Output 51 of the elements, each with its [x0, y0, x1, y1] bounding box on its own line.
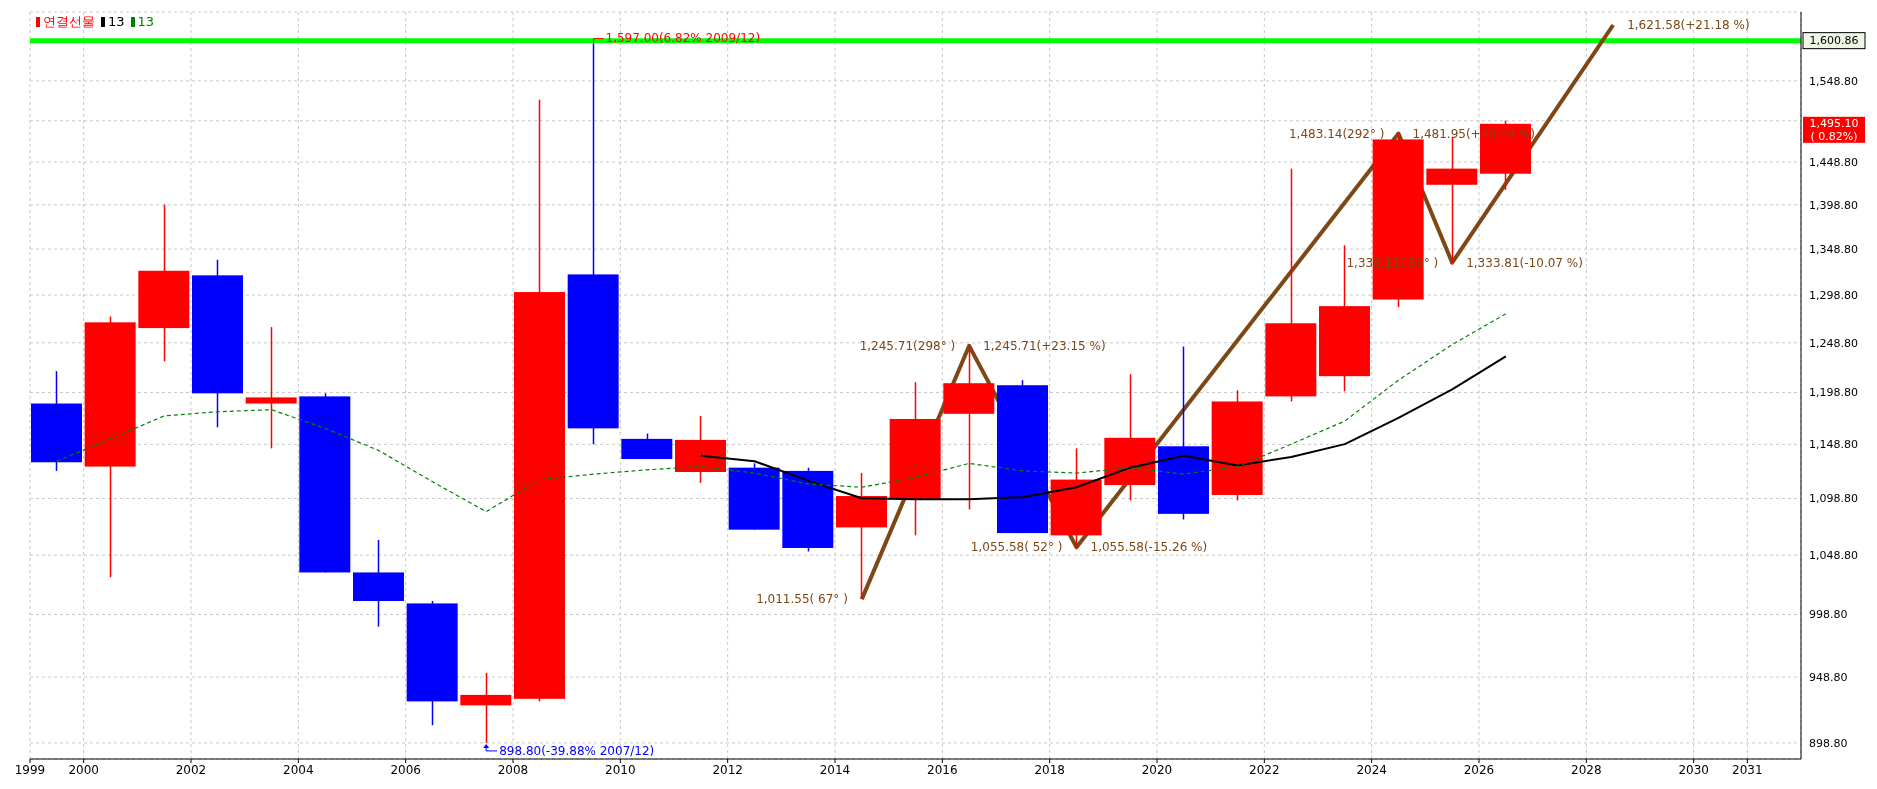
annotation: 1,621.58(+21.18 %) — [1627, 18, 1750, 32]
annotation: 1,245.71(+23.15 %) — [983, 338, 1106, 353]
x-tick-label: 2020 — [1141, 762, 1173, 777]
y-tick-label: 898.80 — [1809, 736, 1848, 750]
x-tick-label: 2024 — [1356, 762, 1387, 777]
text: 1,495.10 — [1809, 117, 1859, 131]
y-tick-label: 1,048.80 — [1809, 549, 1858, 563]
x-tick-label: 2018 — [1034, 762, 1065, 777]
annotation: 1,055.58( 52° ) — [970, 540, 1063, 555]
y-tick-label: 1,098.80 — [1809, 492, 1858, 506]
annotation: 1,333.81(-10.07 %) — [1466, 255, 1583, 270]
x-tick-label: 2004 — [283, 762, 314, 777]
annotation: 1,597.00(6.82% 2009/12) — [605, 30, 761, 45]
ref-line-label: 1,600.86 — [1809, 34, 1859, 48]
x-tick-label: 2026 — [1463, 762, 1495, 777]
x-tick-label: 2030 — [1678, 762, 1709, 777]
legend-label: 13 — [137, 14, 155, 30]
x-tick-label: 2000 — [68, 762, 99, 777]
line-series — [699, 355, 1507, 501]
candlestick — [245, 326, 297, 450]
x-tick-label: 2002 — [175, 762, 207, 777]
legend-label: 13 — [108, 14, 125, 30]
y-tick-label: 1,348.80 — [1809, 242, 1858, 256]
x-tick-label: 2008 — [497, 762, 529, 777]
annotation: 1,011.55( 67° ) — [756, 592, 848, 607]
x-tick-label: 2010 — [605, 762, 636, 777]
annotation: 1,483.14(292° ) — [1288, 126, 1385, 141]
annotation: 1,055.58(-15.26 %) — [1090, 540, 1208, 555]
x-tick-label: 2016 — [927, 762, 958, 777]
x-tick-label: 2022 — [1249, 762, 1280, 777]
line-series — [56, 313, 1507, 513]
y-tick-label: 1,398.80 — [1809, 198, 1858, 212]
y-tick-label: 1,448.80 — [1809, 155, 1858, 169]
y-tick-label: 1,198.80 — [1809, 386, 1858, 400]
annotation: 1,245.71(298° ) — [859, 338, 956, 353]
y-tick-label: 1,548.80 — [1809, 74, 1858, 88]
y-tick-label: 1,298.80 — [1809, 288, 1858, 302]
y-tick-label: 948.80 — [1809, 670, 1848, 684]
x-tick-label: 2014 — [819, 762, 851, 777]
x-tick-label: 2028 — [1571, 762, 1602, 777]
annotation: 898.80(-39.88% 2007/12) — [499, 743, 655, 758]
x-tick-label: 1999 — [14, 762, 46, 777]
x-tick-label: 2006 — [390, 762, 421, 777]
text: ( 0.82%) — [1810, 130, 1858, 144]
legend-label: 연결선물 — [43, 14, 95, 30]
y-tick-label: 998.80 — [1809, 608, 1848, 622]
y-tick-label: 1,248.80 — [1809, 336, 1858, 350]
candlestick — [460, 672, 512, 744]
x-tick-label: 2012 — [712, 762, 743, 777]
x-tick-label: 2031 — [1732, 762, 1763, 777]
y-tick-label: 1,148.80 — [1809, 438, 1858, 452]
